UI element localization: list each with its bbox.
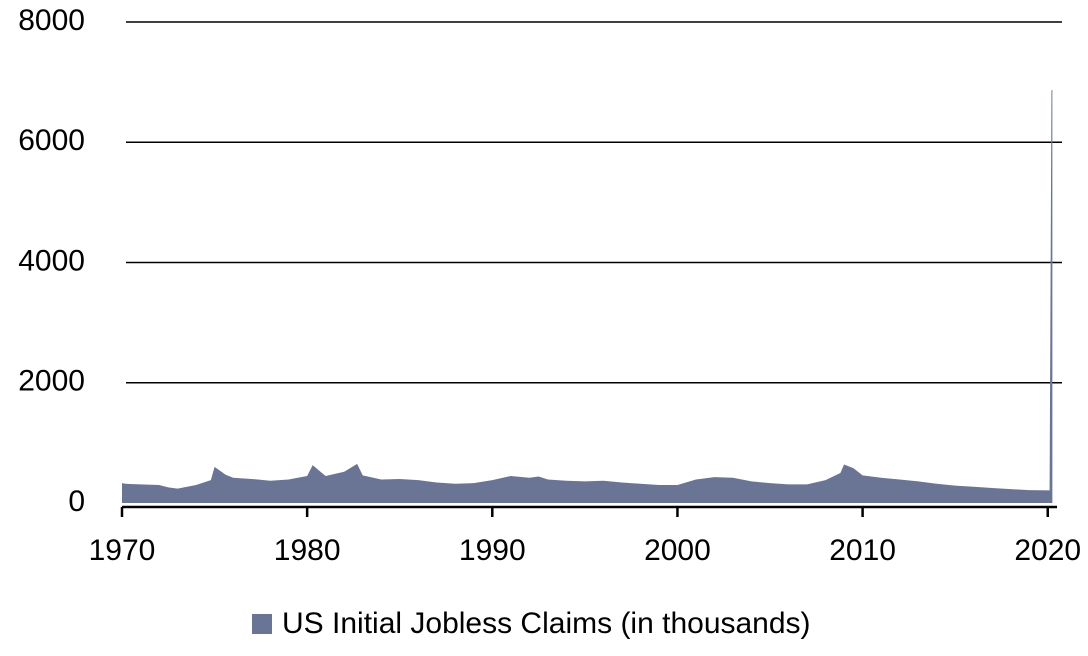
y-tick-label: 4000 [18, 244, 85, 277]
x-tick-label: 2000 [644, 534, 711, 567]
x-tick-label: 1970 [89, 534, 156, 567]
y-tick-label: 2000 [18, 365, 85, 398]
y-tick-label: 6000 [18, 124, 85, 157]
y-tick-label: 8000 [18, 4, 85, 37]
area [122, 90, 1053, 503]
x-tick-label: 1980 [274, 534, 341, 567]
y-tick-label: 0 [68, 485, 85, 518]
x-tick-label: 2020 [1014, 534, 1081, 567]
x-tick-label: 1990 [459, 534, 526, 567]
x-tick-label: 2010 [829, 534, 896, 567]
legend-swatch [252, 614, 272, 634]
legend-label: US Initial Jobless Claims (in thousands) [282, 607, 811, 640]
